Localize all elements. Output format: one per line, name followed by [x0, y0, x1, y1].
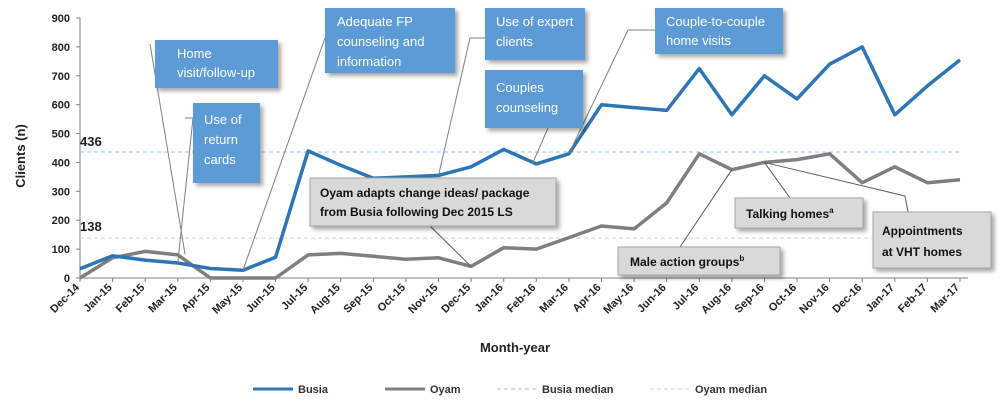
annotation-vht-homes: Appointments at VHT homes	[872, 211, 992, 269]
y-tick-label: 200	[52, 215, 70, 227]
x-tick-label: Oct-15	[375, 282, 408, 315]
svg-text:Adequate FP: Adequate FP	[337, 14, 413, 29]
callout-vht-homes	[764, 161, 909, 213]
annotation-home-visit: Home visit/follow-up	[155, 40, 278, 88]
callout-talking-homes	[764, 162, 791, 199]
x-tick-label: Feb-16	[505, 282, 539, 316]
callout-connectors	[149, 29, 909, 271]
legend-busia-label: Busia	[298, 384, 329, 396]
annotation-male-action-groups: Male action groupsb	[617, 246, 781, 276]
callout-couples-counseling	[531, 127, 549, 165]
x-tick-label: Jun-15	[244, 282, 278, 316]
x-tick-label: Nov-16	[797, 282, 831, 316]
y-tick-label: 400	[52, 157, 70, 169]
series-line-oyam	[79, 152, 961, 280]
svg-text:Appointments: Appointments	[882, 224, 963, 238]
svg-text:information: information	[337, 54, 401, 69]
x-tick-label: Dec-15	[439, 282, 473, 316]
oyam-median-label: 138	[80, 219, 102, 234]
annotation-couple-visits: Couple-to-couple home visits	[655, 8, 783, 54]
legend-oyam-median-label: Oyam median	[695, 384, 767, 396]
callout-return-cards-leader	[177, 117, 194, 264]
x-tick-label: Mar-17	[929, 282, 963, 316]
x-tick-label: Mar-15	[146, 282, 180, 316]
busia-median-label: 436	[80, 134, 102, 149]
x-tick-label: Sep-15	[341, 282, 375, 316]
legend-oyam-label: Oyam	[430, 384, 461, 396]
annotation-fp-counseling: Adequate FP counseling and information	[325, 8, 455, 73]
svg-text:Couples: Couples	[496, 80, 544, 95]
annotation-couples-counseling: Couples counseling	[485, 70, 583, 128]
svg-text:cards: cards	[204, 152, 236, 167]
x-tick-label: Nov-15	[406, 282, 440, 316]
x-tick-label: Aug-16	[699, 282, 734, 317]
svg-text:Use of: Use of	[204, 112, 242, 127]
callout-male-action	[679, 169, 733, 248]
x-tick-label: Aug-15	[308, 282, 343, 317]
svg-text:counseling: counseling	[496, 100, 558, 115]
x-tick-label: May-15	[210, 282, 245, 317]
annotation-return-cards: Use of return cards	[193, 103, 260, 183]
series-lines	[79, 45, 962, 280]
svg-text:return: return	[204, 132, 238, 147]
x-tick-label: Jan-16	[473, 282, 506, 315]
y-tick-label: 900	[52, 13, 70, 25]
legend-busia-median-label: Busia median	[542, 384, 614, 396]
callout-expert-clients	[438, 37, 485, 176]
x-tick-label: Apr-15	[179, 282, 212, 315]
y-tick-label: 500	[52, 129, 70, 141]
x-tick-label: Oct-16	[766, 282, 799, 315]
annotation-talking-homes: Talking homesa	[734, 197, 864, 229]
series-line-busia	[79, 45, 962, 272]
y-tick-label: 100	[52, 244, 70, 256]
x-tick-label: May-16	[601, 282, 636, 317]
svg-text:Home: Home	[177, 46, 212, 61]
svg-text:Male action groupsb: Male action groupsb	[630, 254, 744, 269]
y-tick-label: 300	[52, 186, 70, 198]
svg-text:visit/follow-up: visit/follow-up	[177, 65, 255, 80]
x-tick-label: Jul-16	[670, 282, 701, 313]
x-tick-label: Dec-14	[48, 281, 83, 316]
annotation-expert-clients: Use of expert clients	[485, 8, 585, 60]
x-tick-label: Jan-17	[864, 282, 897, 315]
x-tick-label: Jun-16	[635, 282, 669, 316]
legend: Busia Oyam Busia median Oyam median	[253, 384, 767, 396]
callout-couple-visits	[568, 29, 655, 154]
x-tick-label: Apr-16	[570, 282, 603, 315]
svg-text:clients: clients	[496, 34, 533, 49]
x-tick-label: Jul-15	[279, 282, 310, 313]
x-tick-label: Feb-17	[896, 282, 930, 316]
x-tick-label: Sep-16	[733, 282, 767, 316]
callout-fp-counseling	[242, 37, 326, 271]
x-tick-label: Mar-16	[537, 282, 571, 316]
y-tick-label: 600	[52, 100, 70, 112]
x-tick-label: Jan-15	[82, 282, 115, 315]
x-tick-label: Feb-15	[114, 282, 148, 316]
svg-text:Talking homesa: Talking homesa	[746, 206, 834, 221]
svg-text:at VHT homes: at VHT homes	[882, 245, 962, 259]
svg-text:home visits: home visits	[666, 33, 732, 48]
y-axis-title: Clients (n)	[13, 124, 28, 188]
y-tick-label: 700	[52, 71, 70, 83]
y-tick-label: 800	[52, 42, 70, 54]
svg-text:Couple-to-couple: Couple-to-couple	[666, 14, 765, 29]
x-tick-label: Dec-16	[830, 282, 864, 316]
callout-oyam-adapts	[429, 225, 472, 267]
svg-text:from Busia following Dec 2015: from Busia following Dec 2015 LS	[320, 205, 513, 219]
svg-text:counseling and: counseling and	[337, 34, 424, 49]
y-tick-label: 0	[64, 273, 70, 285]
x-axis-title: Month-year	[480, 340, 550, 355]
svg-text:Use of expert: Use of expert	[496, 14, 574, 29]
svg-text:Oyam adapts change ideas/ pack: Oyam adapts change ideas/ package	[320, 186, 530, 200]
annotation-oyam-adapts: Oyam adapts change ideas/ package from B…	[309, 177, 557, 227]
